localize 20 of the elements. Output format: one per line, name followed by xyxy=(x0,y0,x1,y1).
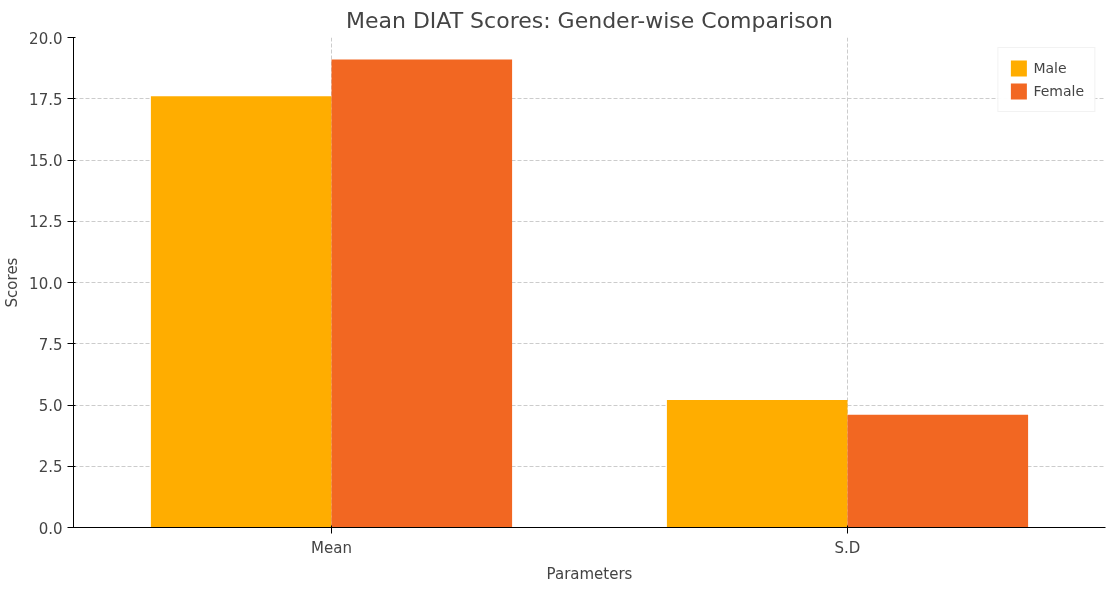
y-tick-label: 5.0 xyxy=(38,397,63,415)
y-tick-label: 15.0 xyxy=(29,152,63,170)
y-tick-label: 20.0 xyxy=(29,29,63,48)
y-tick-label: 12.5 xyxy=(29,213,63,232)
bar xyxy=(150,96,332,528)
y-tick-label: 0.0 xyxy=(38,519,63,538)
y-tick-label: 7.5 xyxy=(38,335,63,354)
y-axis-title: Scores xyxy=(3,257,22,308)
y-tick-label: 10.0 xyxy=(29,274,63,293)
y-tick-label: 17.5 xyxy=(29,90,63,109)
chart-title: Mean DIAT Scores: Gender-wise Comparison xyxy=(345,7,834,33)
x-axis-title: Parameters xyxy=(546,564,633,583)
bar xyxy=(847,414,1029,528)
x-tick-label: Mean xyxy=(311,538,352,557)
bar xyxy=(331,59,513,528)
y-tick-label: 2.5 xyxy=(38,458,63,477)
bar xyxy=(666,400,848,528)
legend-label: Male xyxy=(1033,60,1067,76)
x-tick-label: S.D xyxy=(834,538,861,557)
legend-label: Female xyxy=(1033,83,1084,99)
